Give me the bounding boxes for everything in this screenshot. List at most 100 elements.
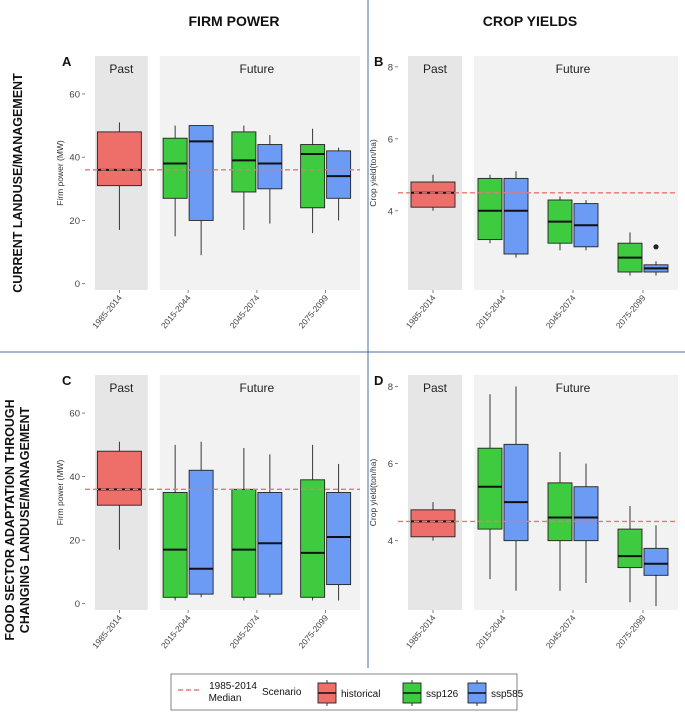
- box-ssp126-2045-2074: [547, 452, 573, 591]
- x-tick-label: 2075-2099: [296, 613, 330, 651]
- box-ssp126-2045-2074: [231, 448, 257, 601]
- y-tick-label: 20: [69, 216, 80, 227]
- y-axis-label: Firm power (MW): [55, 140, 65, 206]
- box-body: [410, 509, 456, 538]
- column-title-crop-yields: CROP YIELDS: [483, 13, 577, 29]
- box-body: [162, 492, 188, 598]
- y-tick-label: 6: [388, 134, 393, 145]
- box-body: [162, 137, 188, 199]
- y-tick-label: 40: [69, 153, 80, 164]
- y-tick-label: 40: [69, 472, 80, 483]
- box-ssp585-2045-2074: [573, 200, 599, 251]
- box-body: [300, 144, 326, 209]
- box-ssp585-2015-2044: [188, 125, 214, 256]
- x-tick-label: 2045-2074: [544, 613, 578, 651]
- x-tick-label: 2075-2099: [614, 293, 648, 331]
- past-label: Past: [423, 62, 448, 76]
- panel-letter: A: [62, 54, 72, 69]
- y-axis-label: Firm power (MW): [55, 460, 65, 526]
- x-tick-label: 2045-2074: [544, 293, 578, 331]
- box-historical-1985-2014: [410, 174, 456, 211]
- legend-label-ssp585: ssp585: [491, 689, 524, 700]
- future-label: Future: [240, 62, 275, 76]
- box-ssp585-2075-2099: [643, 244, 669, 276]
- box-ssp585-2075-2099: [326, 147, 352, 221]
- box-body: [503, 443, 529, 542]
- box-ssp585-2045-2074: [573, 463, 599, 584]
- box-body: [573, 486, 599, 542]
- x-tick-label: 2075-2099: [296, 293, 330, 331]
- y-axis-label: Crop yield(ton/ha): [368, 459, 378, 527]
- panel-b: Past Future B 4 6 8 Crop yield(ton/ha) 1985-201…: [368, 54, 678, 330]
- legend-entry-ssp585: ssp585: [467, 680, 524, 706]
- box-body: [188, 469, 214, 595]
- box-historical-1985-2014: [96, 122, 142, 230]
- box-ssp585-2015-2044: [503, 171, 529, 258]
- box-ssp126-2045-2074: [231, 125, 257, 230]
- panel-letter: B: [374, 54, 383, 69]
- row-title-adaptation: FOOD SECTOR ADAPTATION THROUGH CHANGING …: [3, 399, 32, 640]
- x-tick-label: 2015-2044: [474, 293, 508, 331]
- y-tick-label: 6: [388, 459, 393, 470]
- box-body: [617, 528, 643, 569]
- y-tick-label: 4: [388, 206, 393, 217]
- panel-a: Past Future A 0 20 40 60 Firm power (MW) 1985-20…: [55, 54, 360, 330]
- y-tick-label: 8: [388, 382, 393, 393]
- x-tick-label: 1985-2014: [404, 613, 438, 651]
- box-ssp126-2075-2099: [617, 505, 643, 603]
- legend: 1985-2014 Median Scenario historical ssp1…: [170, 673, 524, 711]
- row-title-current: CURRENT LANDUSE/MANAGEMENT: [11, 73, 25, 293]
- x-tick-label: 2075-2099: [614, 613, 648, 651]
- box-body: [477, 177, 503, 241]
- past-label: Past: [109, 381, 134, 395]
- box-body: [503, 177, 529, 255]
- box-body: [410, 181, 456, 208]
- box-body: [547, 482, 573, 542]
- box-ssp585-2045-2074: [257, 454, 283, 598]
- x-tick-label: 1985-2014: [90, 613, 124, 651]
- x-tick-label: 2015-2044: [159, 293, 193, 331]
- y-tick-label: 60: [69, 89, 80, 100]
- panel-letter: D: [374, 373, 383, 388]
- box-ssp126-2075-2099: [300, 128, 326, 234]
- x-tick-label: 1985-2014: [404, 293, 438, 331]
- box-ssp585-2075-2099: [643, 525, 669, 607]
- row-title-adaptation-line1: FOOD SECTOR ADAPTATION THROUGH: [3, 399, 17, 640]
- box-ssp585-2045-2074: [257, 135, 283, 224]
- legend-entries: historical ssp126 ssp585: [317, 680, 524, 706]
- box-body: [300, 479, 326, 598]
- box-body: [96, 450, 142, 506]
- past-band: [408, 56, 462, 290]
- x-tick-label: 2015-2044: [474, 613, 508, 651]
- panel-c: Past Future C 0 20 40 60 Firm power (MW) 1985-20…: [55, 373, 360, 650]
- box-ssp126-2075-2099: [300, 444, 326, 601]
- row-title-adaptation-line2: CHANGING LANDUSE/MANAGEMENT: [18, 406, 32, 633]
- legend-entry-historical: historical: [317, 680, 380, 706]
- box-historical-1985-2014: [96, 441, 142, 550]
- box-ssp126-2015-2044: [477, 174, 503, 244]
- box-ssp585-2015-2044: [188, 441, 214, 598]
- outlier-point: [653, 244, 659, 250]
- y-tick-label: 0: [75, 599, 80, 610]
- legend-median-label-2: Median: [209, 693, 242, 704]
- box-body: [326, 150, 352, 199]
- y-tick-label: 8: [388, 62, 393, 73]
- box-ssp126-2015-2044: [477, 394, 503, 580]
- box-ssp585-2075-2099: [326, 463, 352, 601]
- past-label: Past: [423, 381, 448, 395]
- legend-label-historical: historical: [341, 689, 380, 700]
- future-band: [474, 56, 678, 290]
- box-body: [231, 131, 257, 193]
- future-label: Future: [240, 381, 275, 395]
- box-body: [257, 144, 283, 190]
- box-body: [188, 125, 214, 221]
- x-tick-label: 2045-2074: [228, 613, 262, 651]
- past-label: Past: [109, 62, 134, 76]
- box-body: [326, 492, 352, 586]
- panel-d: Past Future D 4 6 8 Crop yield(ton/ha) 1985-201…: [368, 373, 678, 650]
- column-title-firm-power: FIRM POWER: [189, 13, 280, 29]
- future-label: Future: [556, 381, 591, 395]
- x-tick-label: 1985-2014: [90, 293, 124, 331]
- box-body: [477, 447, 503, 530]
